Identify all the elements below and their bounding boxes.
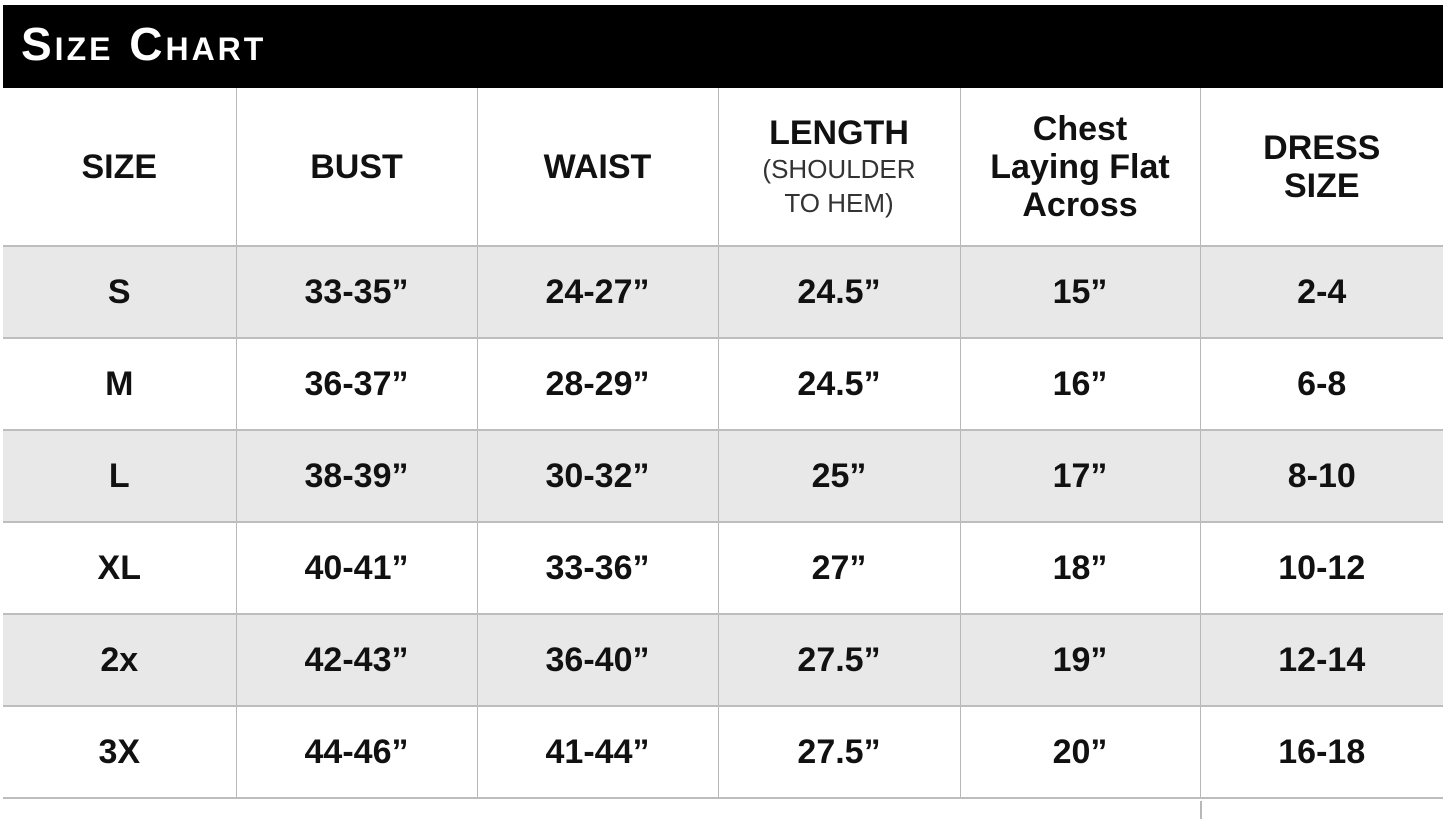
table-cell: 27.5” [717,614,960,707]
table-cell: 27.5” [717,706,960,799]
table-cell: 2x [3,614,236,707]
header-label: SIZE [81,147,158,186]
table-row: XL 40-41” 33-36” 27” 18” 10-12 [3,522,1443,615]
table-cell: 16” [959,338,1200,431]
grid-line [1200,801,1202,819]
table-cell: 30-32” [476,430,718,523]
header-label: BUST [310,147,403,186]
table-cell: 40-41” [235,522,477,615]
table-cell: 44-46” [235,706,477,799]
header-length: LENGTH (SHOULDER TO HEM) [717,88,960,247]
table-cell: 16-18 [1199,706,1443,799]
table-cell: 18” [959,522,1200,615]
header-waist: WAIST [476,88,718,247]
header-sublabel: (SHOULDER TO HEM) [762,153,916,218]
table-cell: L [3,430,236,523]
table-cell: 24-27” [476,246,718,339]
header-label: WAIST [543,147,652,186]
table-cell: 8-10 [1199,430,1443,523]
table-cell: 24.5” [717,338,960,431]
table-cell: 6-8 [1199,338,1443,431]
table-row: 3X 44-46” 41-44” 27.5” 20” 16-18 [3,706,1443,799]
table-row: L 38-39” 30-32” 25” 17” 8-10 [3,430,1443,523]
size-table: SIZE BUST WAIST LENGTH (SHOULDER TO HEM) … [3,88,1443,799]
table-cell: 19” [959,614,1200,707]
header-dress-size: DRESS SIZE [1199,88,1443,247]
table-cell: 25” [717,430,960,523]
table-cell: 27” [717,522,960,615]
table-cell: 42-43” [235,614,477,707]
table-row: S 33-35” 24-27” 24.5” 15” 2-4 [3,246,1443,339]
table-cell: S [3,246,236,339]
table-cell: 15” [959,246,1200,339]
header-label: Chest Laying Flat Across [990,109,1170,224]
title-bar: Size Chart [3,5,1443,88]
header-chest: Chest Laying Flat Across [959,88,1200,247]
table-cell: XL [3,522,236,615]
table-cell: 24.5” [717,246,960,339]
table-cell: 38-39” [235,430,477,523]
header-bust: BUST [235,88,477,247]
table-cell: 2-4 [1199,246,1443,339]
table-cell: 20” [959,706,1200,799]
table-cell: 3X [3,706,236,799]
table-cell: 36-37” [235,338,477,431]
table-cell: 10-12 [1199,522,1443,615]
table-row: M 36-37” 28-29” 24.5” 16” 6-8 [3,338,1443,431]
header-size: SIZE [3,88,236,247]
table-row: 2x 42-43” 36-40” 27.5” 19” 12-14 [3,614,1443,707]
header-label: DRESS SIZE [1263,128,1381,205]
table-cell: 17” [959,430,1200,523]
header-label: LENGTH [769,113,909,152]
page-title: Size Chart [21,18,267,70]
table-cell: M [3,338,236,431]
table-cell: 36-40” [476,614,718,707]
header-row: SIZE BUST WAIST LENGTH (SHOULDER TO HEM) … [3,88,1443,247]
table-cell: 33-36” [476,522,718,615]
table-cell: 33-35” [235,246,477,339]
table-cell: 12-14 [1199,614,1443,707]
table-cell: 41-44” [476,706,718,799]
table-cell: 28-29” [476,338,718,431]
